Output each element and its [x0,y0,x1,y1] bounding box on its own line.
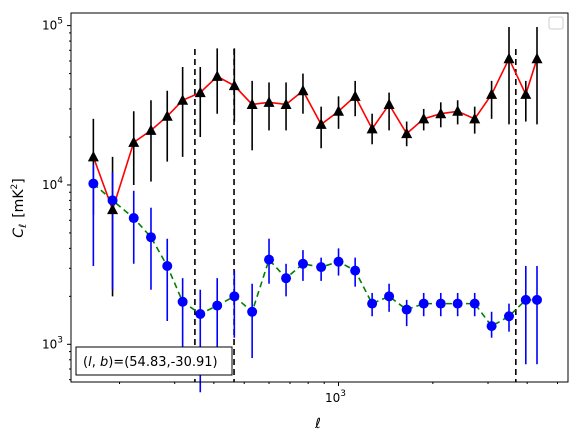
data-point-circle [418,298,429,309]
data-point-circle [520,294,531,305]
data-point-circle [350,265,361,276]
data-point-circle [401,304,412,315]
data-point-circle [128,213,139,224]
data-point-circle [177,296,188,307]
data-point-triangle [520,88,532,99]
x-axis-label: ℓ [314,416,321,432]
data-point-circle [281,273,292,284]
data-point-circle [316,262,327,273]
data-point-triangle [452,105,464,116]
data-point-circle [367,298,378,309]
data-point-circle [107,195,118,206]
data-point-triangle [194,86,206,98]
data-point-circle [162,261,173,272]
data-point-circle [452,298,463,309]
plot-marks [87,27,543,393]
data-point-triangle [87,150,99,162]
data-point-triangle [469,112,481,124]
data-point-triangle [418,112,430,124]
data-point-circle [264,254,275,265]
annotation: (l, b)=(54.83,-30.91) [75,346,233,376]
y-tick-label: 104 [42,176,63,192]
data-point-triangle [315,118,327,129]
data-point-circle [145,232,156,243]
plot-lines [92,49,538,382]
y-axis-label: Cℓ[mK2] [10,178,29,237]
data-point-triangle [435,107,447,119]
data-point-triangle [333,105,345,116]
data-point-triangle [366,122,378,134]
data-point-triangle [246,98,258,109]
data-point-circle [469,298,480,309]
data-point-triangle [145,124,157,135]
data-point-circle [503,311,514,322]
data-point-circle [195,308,206,319]
data-point-circle [88,178,99,189]
data-point-triangle [401,127,413,139]
axes: 103 104 105 103 [42,17,559,405]
plot-frame [70,12,569,383]
data-point-triangle [211,70,223,81]
data-point-triangle [228,79,240,91]
data-point-circle [384,291,395,302]
data-point-triangle [280,98,292,109]
data-point-circle [212,300,223,311]
data-point-triangle [349,90,361,101]
y-tick-label: 103 [42,335,63,351]
data-point-circle [333,256,344,267]
data-point-triangle [383,98,395,109]
data-point-triangle [486,88,498,99]
annotation-label: (l, b)=(54.83,-30.91) [83,355,218,370]
data-point-circle [486,321,497,332]
data-point-triangle [107,203,119,215]
data-point-triangle [531,52,543,64]
data-point-circle [297,258,308,269]
data-point-triangle [297,84,309,96]
data-point-circle [435,298,446,309]
data-point-triangle [263,96,275,107]
data-point-triangle [128,136,140,147]
data-point-circle [532,294,543,305]
data-point-triangle [503,52,515,64]
annotation-box [75,346,233,376]
x-tick-label: 103 [325,389,346,405]
data-point-circle [247,306,258,317]
legend-box [548,16,564,30]
data-point-circle [229,291,240,302]
legend [548,16,564,30]
series-1-line [92,56,538,213]
data-point-triangle [177,94,189,105]
data-point-triangle [161,110,173,121]
y-tick-label: 105 [42,17,63,33]
